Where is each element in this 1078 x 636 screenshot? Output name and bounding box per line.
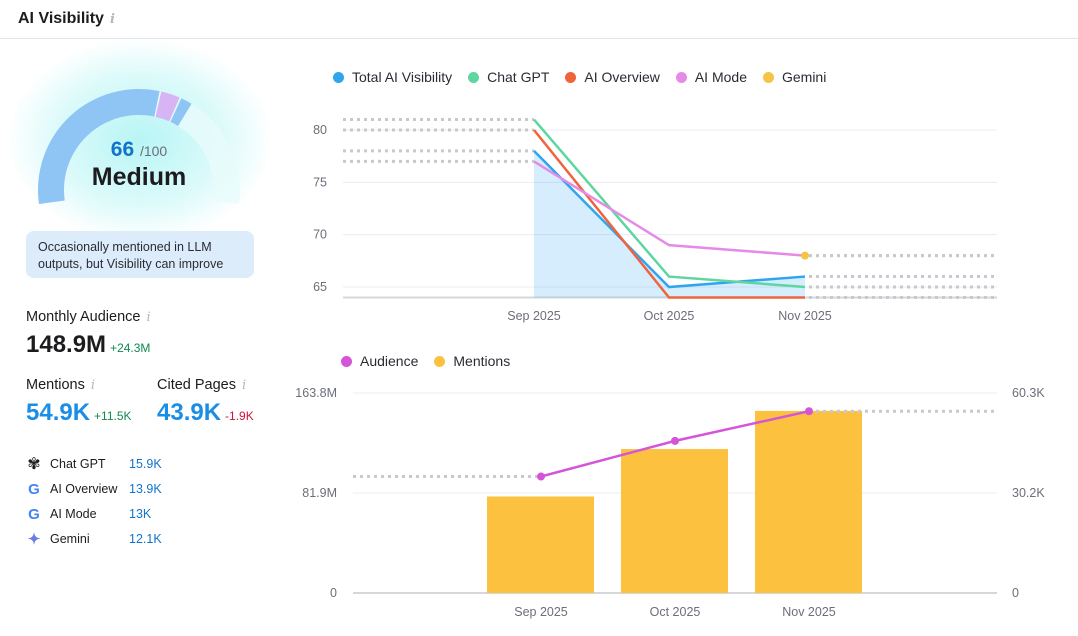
source-row: G AI Overview 13.9K	[26, 480, 162, 498]
y-tick-label: 65	[313, 280, 327, 294]
cited-pages-delta: -1.9K	[225, 409, 254, 423]
gauge-level: Medium	[91, 163, 187, 191]
google-icon: G	[28, 480, 40, 498]
y-tick-label: 70	[313, 228, 327, 242]
visibility-gauge	[37, 88, 240, 205]
left-axis-label: 81.9M	[302, 486, 337, 500]
right-axis-label: 30.2K	[1012, 486, 1045, 500]
gauge-segment-purple	[155, 91, 180, 122]
line-chart-legend: Total AI Visibility Chat GPT AI Overview…	[333, 69, 826, 85]
gauge-fill	[38, 89, 160, 205]
monthly-audience-label: Monthly Audience i	[26, 309, 151, 325]
cited-pages-label: Cited Pages i	[157, 377, 247, 393]
mentions-bar	[755, 410, 862, 593]
series-line	[533, 118, 806, 289]
legend-dot	[565, 71, 577, 83]
legend-dot	[675, 71, 687, 83]
left-axis-label: 163.8M	[295, 386, 337, 400]
info-icon[interactable]: i	[109, 12, 115, 27]
audience-point	[805, 407, 813, 416]
info-icon[interactable]: i	[90, 378, 96, 393]
series-line	[533, 160, 806, 257]
google-icon: G	[28, 505, 40, 523]
source-row: G AI Mode 13K	[26, 505, 151, 523]
monthly-audience-value: 148.9M +24.3M	[26, 331, 151, 358]
x-tick-label: Sep 2025	[507, 309, 561, 323]
legend-dot	[434, 355, 446, 367]
bar-chart-legend: Audience Mentions	[341, 353, 510, 369]
mentions-label: Mentions i	[26, 377, 96, 393]
cited-pages-value: 43.9K -1.9K	[157, 399, 254, 426]
mentions-delta: +11.5K	[94, 409, 132, 423]
header: AI Visibility i	[0, 0, 1078, 39]
audience-point	[671, 436, 679, 445]
monthly-audience-delta: +24.3M	[110, 341, 151, 355]
x-tick-label: Oct 2025	[650, 605, 701, 619]
mentions-bar	[621, 449, 728, 593]
gemini-icon: ✦	[27, 531, 41, 548]
data-point	[801, 251, 809, 260]
gauge-segment-blue	[170, 98, 192, 126]
legend-dot	[762, 71, 774, 83]
legend-item[interactable]: AI Overview	[565, 69, 660, 85]
chatgpt-icon: ✾	[27, 456, 41, 473]
gauge-note: Occasionally mentioned in LLM outputs, b…	[26, 231, 254, 278]
source-row: ✦ Gemini 12.1K	[27, 531, 162, 548]
legend-dot	[333, 71, 344, 83]
legend-item[interactable]: Gemini	[762, 69, 826, 85]
legend-item[interactable]: Mentions	[434, 353, 510, 369]
audience-point	[537, 472, 545, 481]
gauge-score: 66 /100	[110, 138, 168, 161]
series-line	[533, 129, 805, 299]
y-tick-label: 80	[313, 123, 327, 137]
legend-item[interactable]: Audience	[341, 353, 418, 369]
right-axis-label: 60.3K	[1012, 386, 1045, 400]
legend-item[interactable]: AI Mode	[675, 69, 747, 85]
x-tick-label: Nov 2025	[782, 605, 836, 619]
mentions-bar	[487, 496, 594, 593]
page-title: AI Visibility i	[18, 10, 115, 27]
x-tick-label: Sep 2025	[514, 605, 568, 619]
legend-item[interactable]: Total AI Visibility	[333, 69, 452, 85]
left-axis-label: 0	[330, 586, 337, 600]
legend-dot	[341, 355, 352, 367]
x-tick-label: Oct 2025	[644, 309, 695, 323]
y-tick-label: 75	[313, 175, 327, 189]
series-line	[533, 150, 806, 289]
info-icon[interactable]: i	[242, 378, 247, 393]
legend-item[interactable]: Chat GPT	[468, 69, 549, 85]
info-icon[interactable]: i	[146, 310, 151, 325]
mentions-value: 54.9K +11.5K	[26, 399, 132, 426]
area-fill	[534, 150, 805, 298]
legend-dot	[468, 71, 480, 83]
x-tick-label: Nov 2025	[778, 309, 832, 323]
right-axis-label: 0	[1012, 586, 1019, 600]
source-row: ✾ Chat GPT 15.9K	[27, 456, 162, 473]
